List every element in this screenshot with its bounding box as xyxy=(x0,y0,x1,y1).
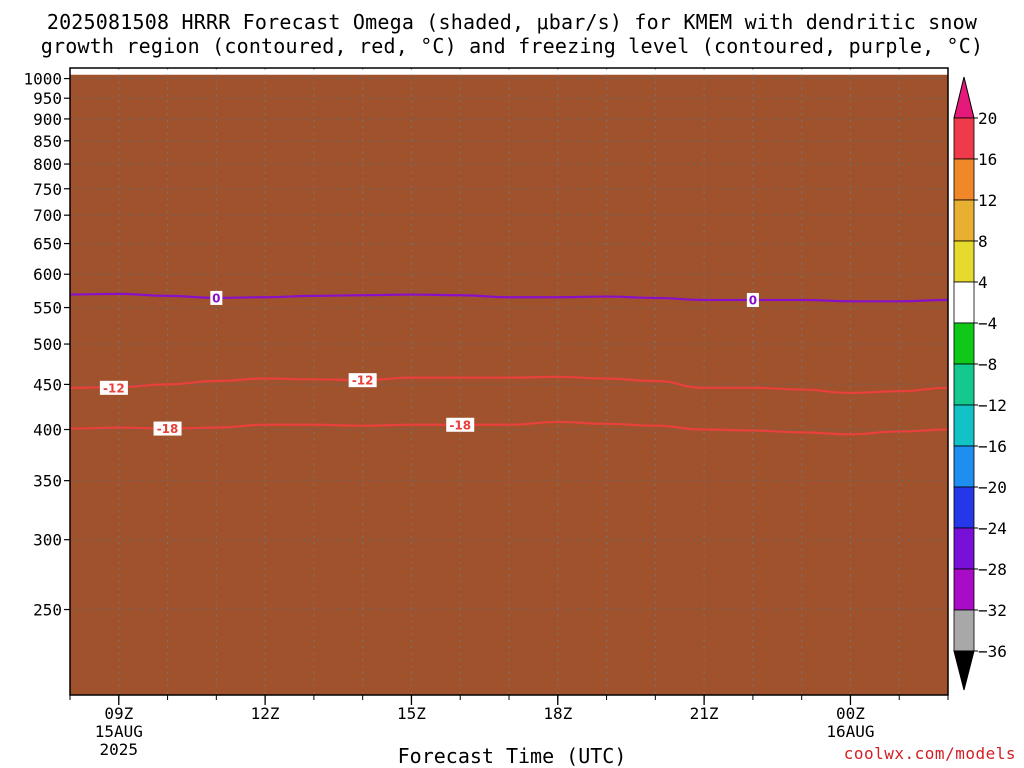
contour-label: -12 xyxy=(103,381,125,395)
contour-label: 0 xyxy=(749,293,757,307)
credit-link[interactable]: coolwx.com/models xyxy=(843,744,1016,763)
colorbar-tick-label: −28 xyxy=(978,560,1007,579)
x-tick-label: 15Z xyxy=(397,704,426,723)
colorbar-tick-label: −8 xyxy=(978,355,997,374)
colorbar-bin xyxy=(953,568,975,611)
y-tick-label: 800 xyxy=(33,155,62,174)
y-tick-label: 850 xyxy=(33,132,62,151)
colorbar-bottom-extend xyxy=(953,650,975,691)
colorbar-tick-label: −12 xyxy=(978,396,1007,415)
x-tick-label: 00Z xyxy=(836,704,865,723)
contour-label-bg xyxy=(446,417,475,432)
colorbar-bin xyxy=(953,404,975,447)
contour-label: -18 xyxy=(449,418,471,432)
contour-label-bg xyxy=(210,290,223,305)
colorbar-bin xyxy=(953,281,975,324)
y-tick-label: 250 xyxy=(33,601,62,620)
colorbar-tick-label: −20 xyxy=(978,478,1007,497)
contour-label-bg xyxy=(99,380,128,395)
chart-title-line-1: 2025081508 HRRR Forecast Omega (shaded, … xyxy=(46,10,978,34)
colorbar-bin xyxy=(953,158,975,201)
colorbar-bin xyxy=(953,609,975,652)
colorbar-top-extend xyxy=(953,76,975,119)
y-tick-label: 600 xyxy=(33,265,62,284)
plot-inner: -18 -18 -12 -12 0 0 xyxy=(70,68,948,695)
x-tick-label: 2025 xyxy=(100,740,139,759)
colorbar-tick-label: −24 xyxy=(978,519,1007,538)
colorbar-bin xyxy=(953,240,975,283)
contour-label-bg xyxy=(348,373,377,388)
colorbar: 20 16 12 8 4 −4 −8 −12 −16 −20 −24 −28 −32 −36 xyxy=(953,76,1007,691)
colorbar-tick-label: 20 xyxy=(978,109,997,128)
x-axis-label: Forecast Time (UTC) xyxy=(397,744,627,768)
y-tick-label: 700 xyxy=(33,206,62,225)
contour-label-bg xyxy=(153,421,182,436)
y-tick-label: 350 xyxy=(33,472,62,491)
contour-label: 0 xyxy=(212,291,220,305)
x-tick-label: 21Z xyxy=(690,704,719,723)
y-tick-label: 500 xyxy=(33,335,62,354)
colorbar-tick-label: −4 xyxy=(978,314,997,333)
x-tick-label: 16AUG xyxy=(826,722,874,741)
x-tick-label: 15AUG xyxy=(95,722,143,741)
colorbar-tick-label: 8 xyxy=(978,232,988,251)
colorbar-tick-label: 12 xyxy=(978,191,997,210)
y-tick-label: 1000 xyxy=(23,70,62,89)
terrain-fill xyxy=(70,74,948,695)
chart-title: 2025081508 HRRR Forecast Omega (shaded, … xyxy=(0,10,1024,58)
colorbar-bin xyxy=(953,527,975,570)
colorbar-tick-label: −16 xyxy=(978,437,1007,456)
colorbar-tick-label: −32 xyxy=(978,601,1007,620)
y-tick-label: 450 xyxy=(33,375,62,394)
y-tick-label: 950 xyxy=(33,89,62,108)
colorbar-bin xyxy=(953,199,975,242)
x-tick-label: 09Z xyxy=(104,704,133,723)
y-tick-label: 650 xyxy=(33,235,62,254)
y-tick-label: 900 xyxy=(33,110,62,129)
colorbar-bin xyxy=(953,486,975,529)
contour-line xyxy=(70,420,948,436)
colorbar-tick-label: 4 xyxy=(978,273,988,292)
colorbar-bin xyxy=(953,117,975,160)
y-tick-label: 400 xyxy=(33,421,62,440)
plot-area: -18 -18 -12 -12 0 0 250 300 350 400 450 500 550 600 65… xyxy=(23,67,949,759)
x-tick-label: 12Z xyxy=(251,704,280,723)
y-tick-label: 750 xyxy=(33,180,62,199)
contour-line xyxy=(70,375,948,395)
colorbar-tick-label: 16 xyxy=(978,150,997,169)
x-tick-label: 18Z xyxy=(543,704,572,723)
y-tick-label: 300 xyxy=(33,531,62,550)
colorbar-tick-label: −36 xyxy=(978,642,1007,661)
contour-label-bg xyxy=(746,292,759,307)
colorbar-bin xyxy=(953,322,975,365)
contour-label: -18 xyxy=(157,422,179,436)
chart-title-line-2: growth region (contoured, red, °C) and f… xyxy=(40,34,984,58)
y-tick-label: 550 xyxy=(33,299,62,318)
contour-label: -12 xyxy=(352,374,374,388)
colorbar-bin xyxy=(953,363,975,406)
colorbar-bin xyxy=(953,445,975,488)
